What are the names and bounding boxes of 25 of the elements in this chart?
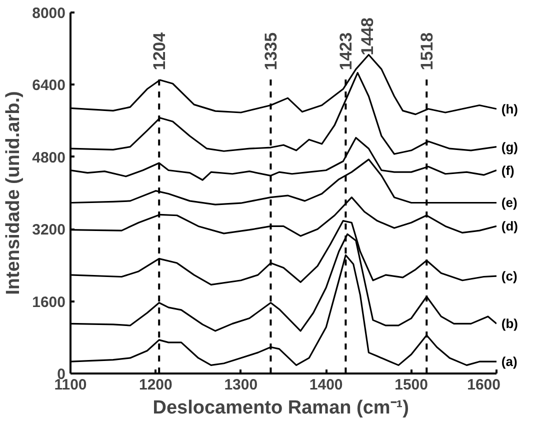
series-label: (h): [501, 101, 518, 116]
y-tick-label: 4800: [32, 149, 66, 166]
series-label: (g): [501, 139, 518, 154]
series-label: (c): [501, 268, 518, 284]
x-tick-label: 1500: [394, 376, 428, 394]
ref-line-label: 1204: [150, 32, 170, 70]
y-tick-label: 3200: [32, 222, 66, 239]
ref-line-label: 1518: [418, 32, 437, 70]
series-label: (b): [501, 316, 518, 332]
y-tick-label: 6400: [32, 77, 66, 94]
series-label: (e): [501, 195, 518, 210]
x-axis-title: Deslocamento Raman (cm⁻¹): [152, 398, 409, 418]
series-label: (a): [501, 354, 518, 370]
y-axis-title: Intensidade (unid.arb.): [3, 91, 24, 295]
x-tick-label: 1400: [309, 376, 343, 394]
x-tick-label: 1200: [139, 376, 172, 394]
series-label: (f): [501, 162, 514, 178]
ref-line-label: 1423: [336, 32, 356, 70]
x-tick-label: 1600: [467, 376, 501, 394]
x-tick-label: 1300: [224, 376, 258, 394]
y-tick-label: 1600: [32, 294, 66, 311]
y-tick-label: 8000: [32, 5, 66, 22]
series-label: (d): [501, 218, 518, 234]
annotation: 1448: [358, 18, 377, 56]
ref-line-label: 1335: [262, 32, 281, 70]
